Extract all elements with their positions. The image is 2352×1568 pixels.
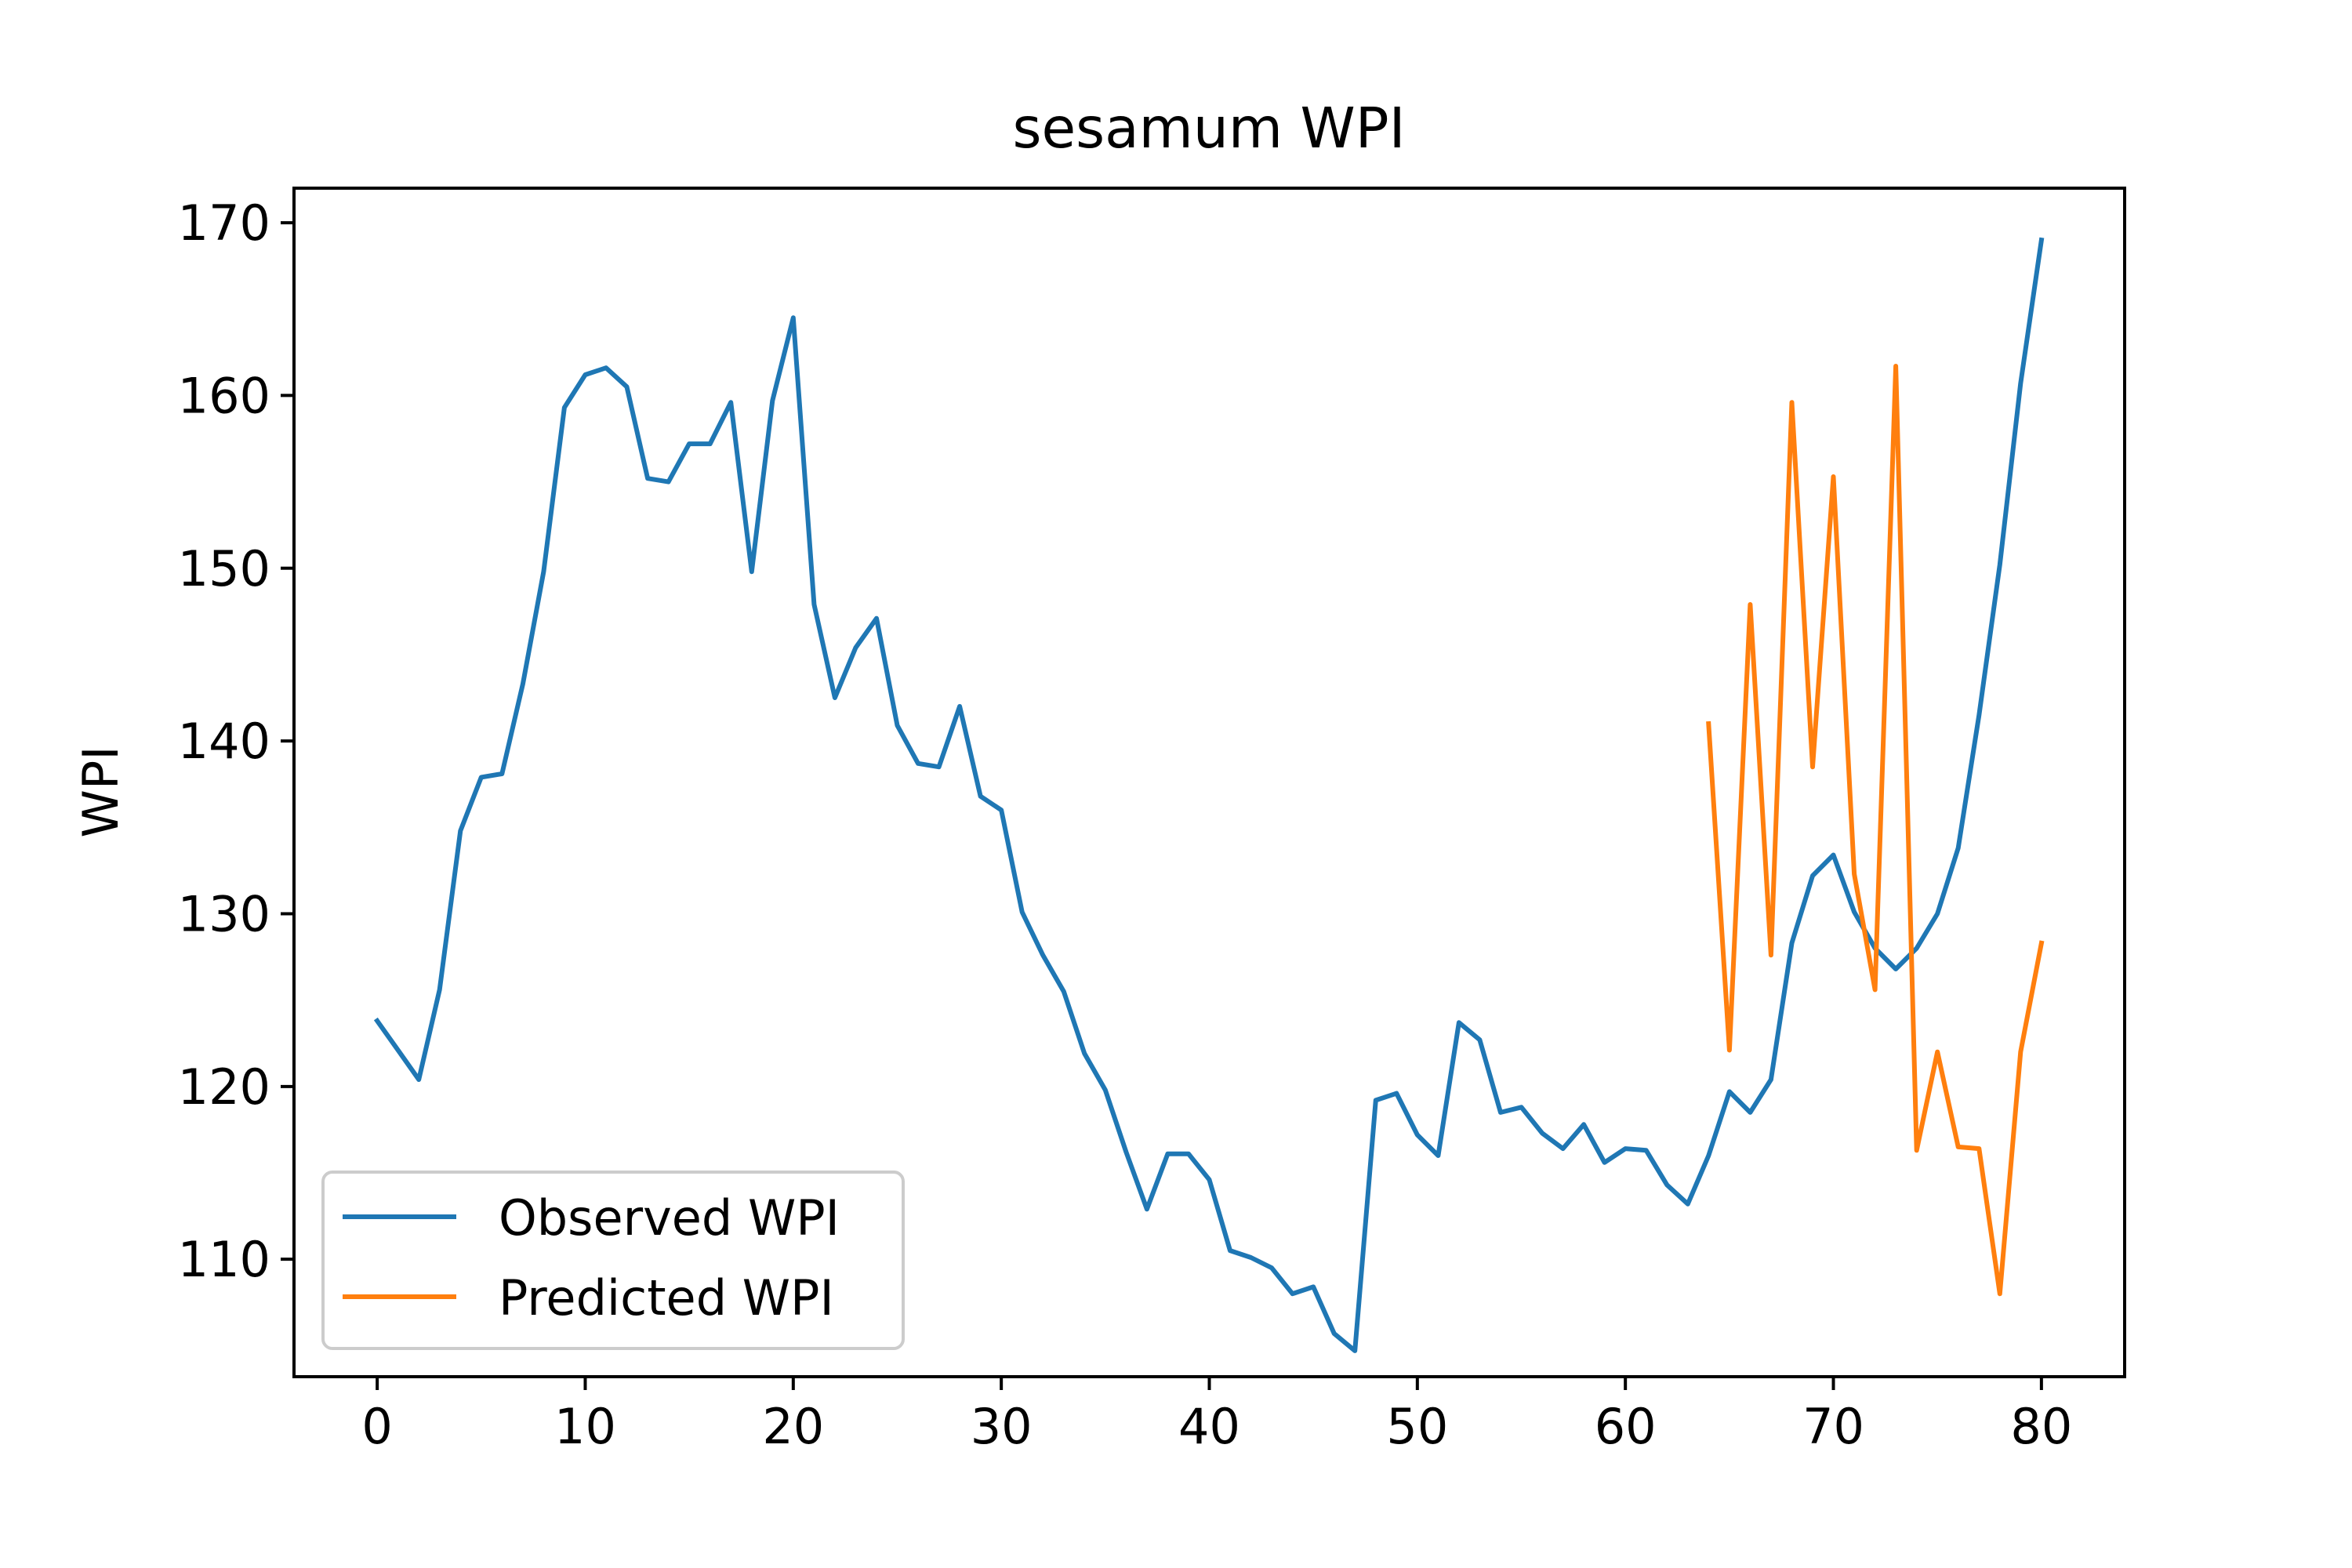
y-tick-label: 140 xyxy=(178,713,270,770)
x-tick-label: 20 xyxy=(762,1398,824,1455)
x-tick-label: 30 xyxy=(971,1398,1033,1455)
y-tick-label: 110 xyxy=(178,1231,270,1288)
axes-frame xyxy=(292,187,2126,1378)
y-axis-label: WPI xyxy=(72,746,129,838)
x-tick-label: 0 xyxy=(361,1398,392,1455)
series-line-0 xyxy=(373,237,2045,1353)
x-tick-label: 50 xyxy=(1386,1398,1448,1455)
x-tick-label: 60 xyxy=(1595,1398,1657,1455)
legend-label-predicted: Predicted WPI xyxy=(499,1269,834,1327)
y-tick-label: 130 xyxy=(178,885,270,942)
y-tick-label: 160 xyxy=(178,367,270,424)
x-tick-label: 40 xyxy=(1178,1398,1240,1455)
y-tick-label: 150 xyxy=(178,540,270,597)
series-line-1 xyxy=(1706,364,2045,1297)
y-axis-ticks: 110 120 130 140 150 160 170 xyxy=(178,194,294,1288)
y-tick-label: 170 xyxy=(178,194,270,252)
chart-title: sesamum WPI xyxy=(1012,96,1405,161)
legend: Observed WPI Predicted WPI xyxy=(321,1171,905,1350)
x-tick-label: 80 xyxy=(2010,1398,2072,1455)
legend-label-observed: Observed WPI xyxy=(499,1189,840,1247)
plot-lines xyxy=(373,237,2045,1353)
x-tick-label: 70 xyxy=(1802,1398,1864,1455)
x-tick-label: 10 xyxy=(554,1398,616,1455)
x-axis-ticks: 0 10 20 30 40 50 60 70 80 xyxy=(361,1377,2072,1455)
legend-box xyxy=(321,1171,905,1350)
y-tick-label: 120 xyxy=(178,1058,270,1116)
